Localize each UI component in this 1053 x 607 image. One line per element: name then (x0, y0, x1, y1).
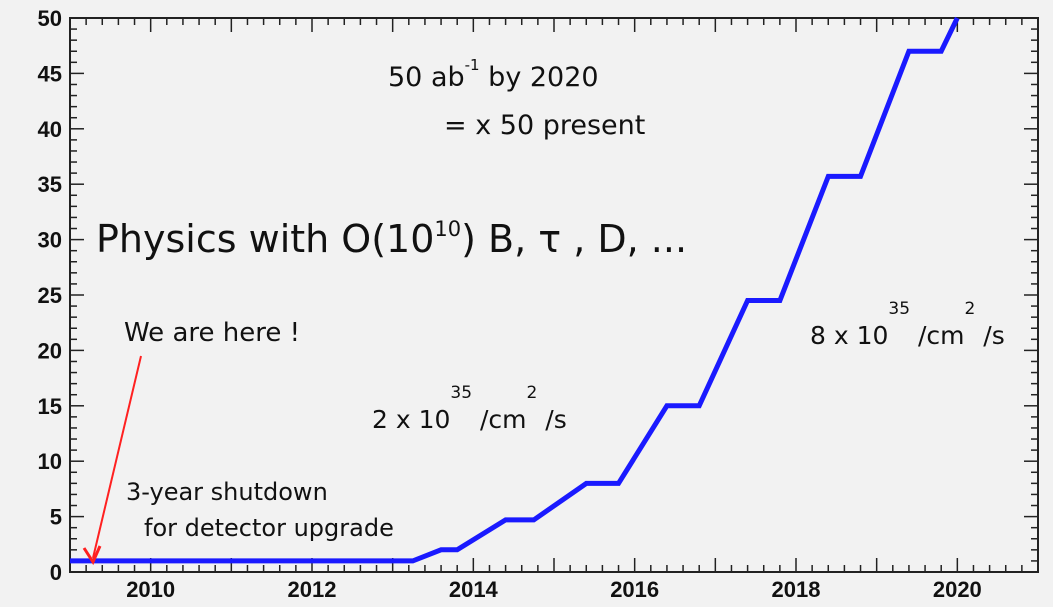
we-are-here-label: We are here ! (124, 318, 300, 348)
plot-frame (69, 17, 1039, 573)
y-tick-label: 30 (38, 228, 62, 253)
y-tick-label: 0 (50, 560, 62, 585)
shutdown-line1: 3-year shutdown (126, 478, 328, 506)
lumi-low-mid: /cm (472, 405, 526, 434)
y-tick-label: 20 (38, 338, 62, 363)
axis-tick-labels: 0 5 10 15 20 25 30 35 40 45 50 2010 2012 2014 2016 2018… (38, 6, 982, 602)
axis-ticks (69, 17, 1039, 573)
lumi-low-post: /s (537, 405, 566, 434)
shutdown-line2: for detector upgrade (144, 514, 394, 542)
y-tick-label: 35 (38, 172, 62, 197)
lumi-low-exp: 35 (450, 383, 472, 403)
lumi-high-mid: /cm (910, 321, 964, 350)
y-tick-label: 5 (50, 505, 62, 530)
we-are-here-arrowhead (82, 545, 102, 566)
lumi-high-annotation: 8 x 1035 /cm2 /s (810, 299, 1005, 350)
goal-annotation: 50 ab-1 by 2020 (388, 56, 599, 93)
physics-annotation: Physics with O(1010) B, τ , D, ... (96, 217, 687, 261)
lumi-low-annotation: 2 x 1035 /cm2 /s (372, 383, 567, 434)
y-tick-label: 45 (38, 61, 62, 86)
x-tick-label: 2018 (772, 577, 821, 602)
goal-main: 50 ab (388, 62, 465, 93)
x-tick-label: 2012 (288, 577, 337, 602)
physics-post: ) B, τ , D, ... (461, 217, 687, 261)
x-tick-label: 2020 (933, 577, 982, 602)
we-are-here-arrow (92, 355, 142, 559)
x-tick-label: 2014 (449, 577, 499, 602)
goal-sup: -1 (465, 56, 480, 74)
y-tick-label: 10 (38, 449, 62, 474)
physics-pre: Physics with O(10 (96, 217, 434, 261)
lumi-low-exp2: 2 (527, 383, 538, 403)
physics-sup: 10 (434, 217, 461, 241)
y-tick-label: 15 (38, 394, 62, 419)
lumi-high-exp: 35 (888, 299, 910, 319)
lumi-high-pre: 8 x 10 (810, 321, 888, 350)
lumi-high-post: /s (975, 321, 1004, 350)
series-line (70, 16, 960, 564)
y-tick-label: 25 (38, 283, 62, 308)
y-tick-label: 40 (38, 117, 62, 142)
goal-tail: by 2020 (480, 62, 599, 93)
lumi-high-exp2: 2 (965, 299, 976, 319)
x-tick-label: 2016 (610, 577, 659, 602)
x-tick-label: 2010 (126, 577, 175, 602)
y-tick-label: 50 (38, 6, 62, 31)
lumi-low-pre: 2 x 10 (372, 405, 450, 434)
goal-annotation-line2: = x 50 present (444, 110, 645, 141)
